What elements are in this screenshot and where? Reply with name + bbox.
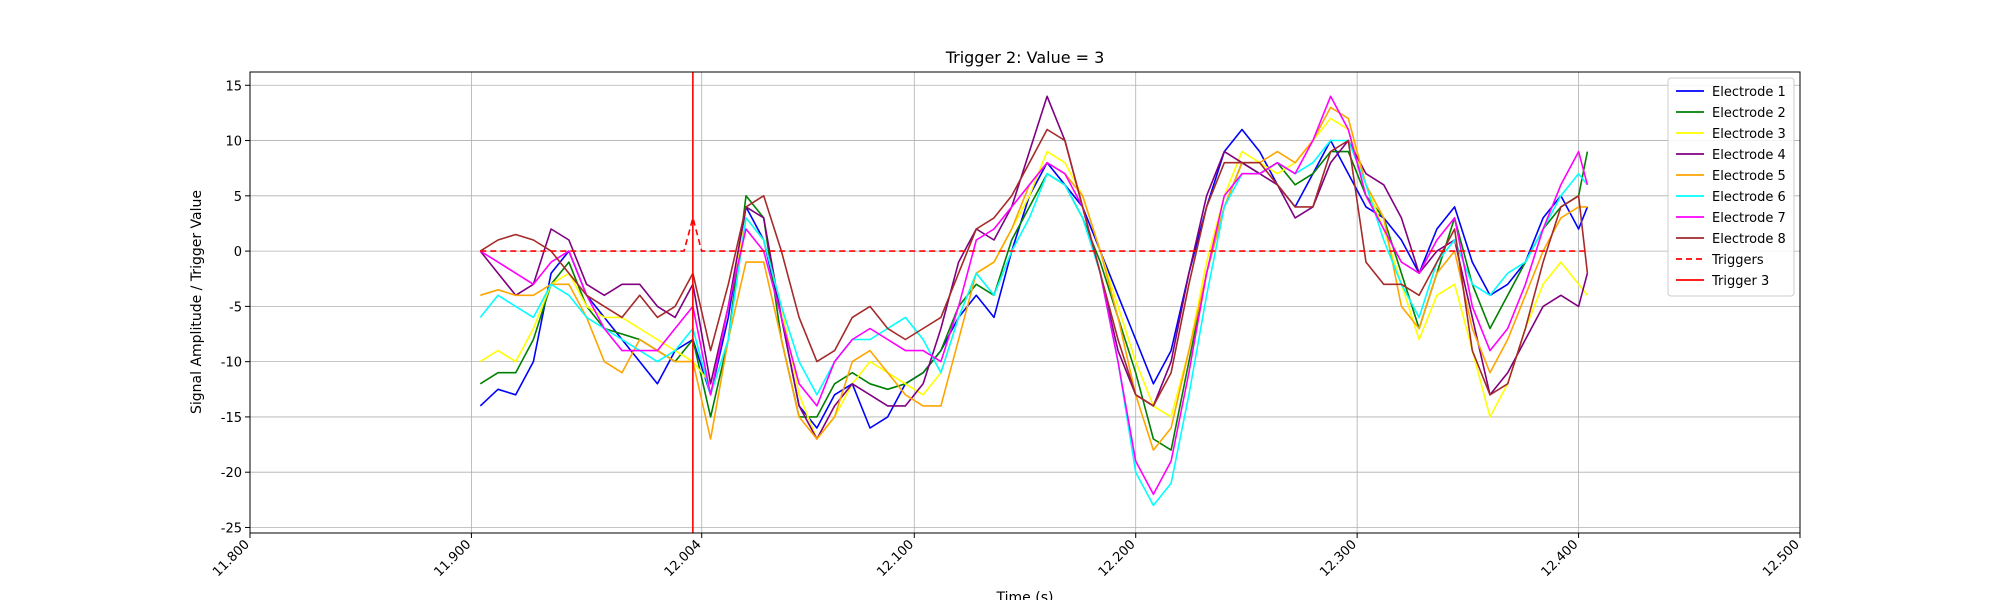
series-line-electrode-1 — [479, 128, 1589, 429]
legend-label-electrode-2: Electrode 2 — [1712, 106, 1786, 121]
y-tick-label: -20 — [221, 466, 242, 481]
legend-label-trigger-3: Trigger 3 — [1711, 274, 1769, 289]
y-tick-label: -25 — [221, 521, 242, 536]
legend-label-triggers: Triggers — [1711, 253, 1764, 268]
axes-frame — [249, 71, 1801, 534]
y-tick-label: -15 — [221, 411, 242, 426]
chart-title: Trigger 2: Value = 3 — [945, 48, 1105, 67]
y-tick-label: -10 — [221, 356, 242, 371]
y-tick-label: 10 — [225, 135, 242, 150]
legend-label-electrode-6: Electrode 6 — [1712, 190, 1786, 205]
legend-label-electrode-7: Electrode 7 — [1712, 211, 1786, 226]
plot-area — [479, 72, 1589, 533]
series-line-triggers — [480, 214, 1588, 252]
legend-label-electrode-3: Electrode 3 — [1712, 127, 1786, 142]
y-tick-label: 15 — [225, 79, 242, 94]
legend-label-electrode-4: Electrode 4 — [1712, 148, 1786, 163]
y-tick-label: 0 — [234, 245, 242, 260]
y-axis-label: Signal Amplitude / Trigger Value — [189, 190, 205, 414]
series-line-electrode-6 — [479, 139, 1589, 507]
legend-label-electrode-1: Electrode 1 — [1712, 85, 1786, 100]
series-line-electrode-7 — [479, 95, 1589, 496]
legend-label-electrode-5: Electrode 5 — [1712, 169, 1786, 184]
series-line-electrode-8 — [479, 128, 1589, 407]
y-tick-label: 5 — [234, 190, 242, 205]
x-axis-label: Time (s) — [996, 590, 1054, 600]
legend-label-electrode-8: Electrode 8 — [1712, 232, 1786, 247]
legend: Electrode 1 Electrode 2 Electrode 3 Electro… — [1667, 77, 1795, 297]
y-tick-label: -5 — [229, 300, 242, 315]
